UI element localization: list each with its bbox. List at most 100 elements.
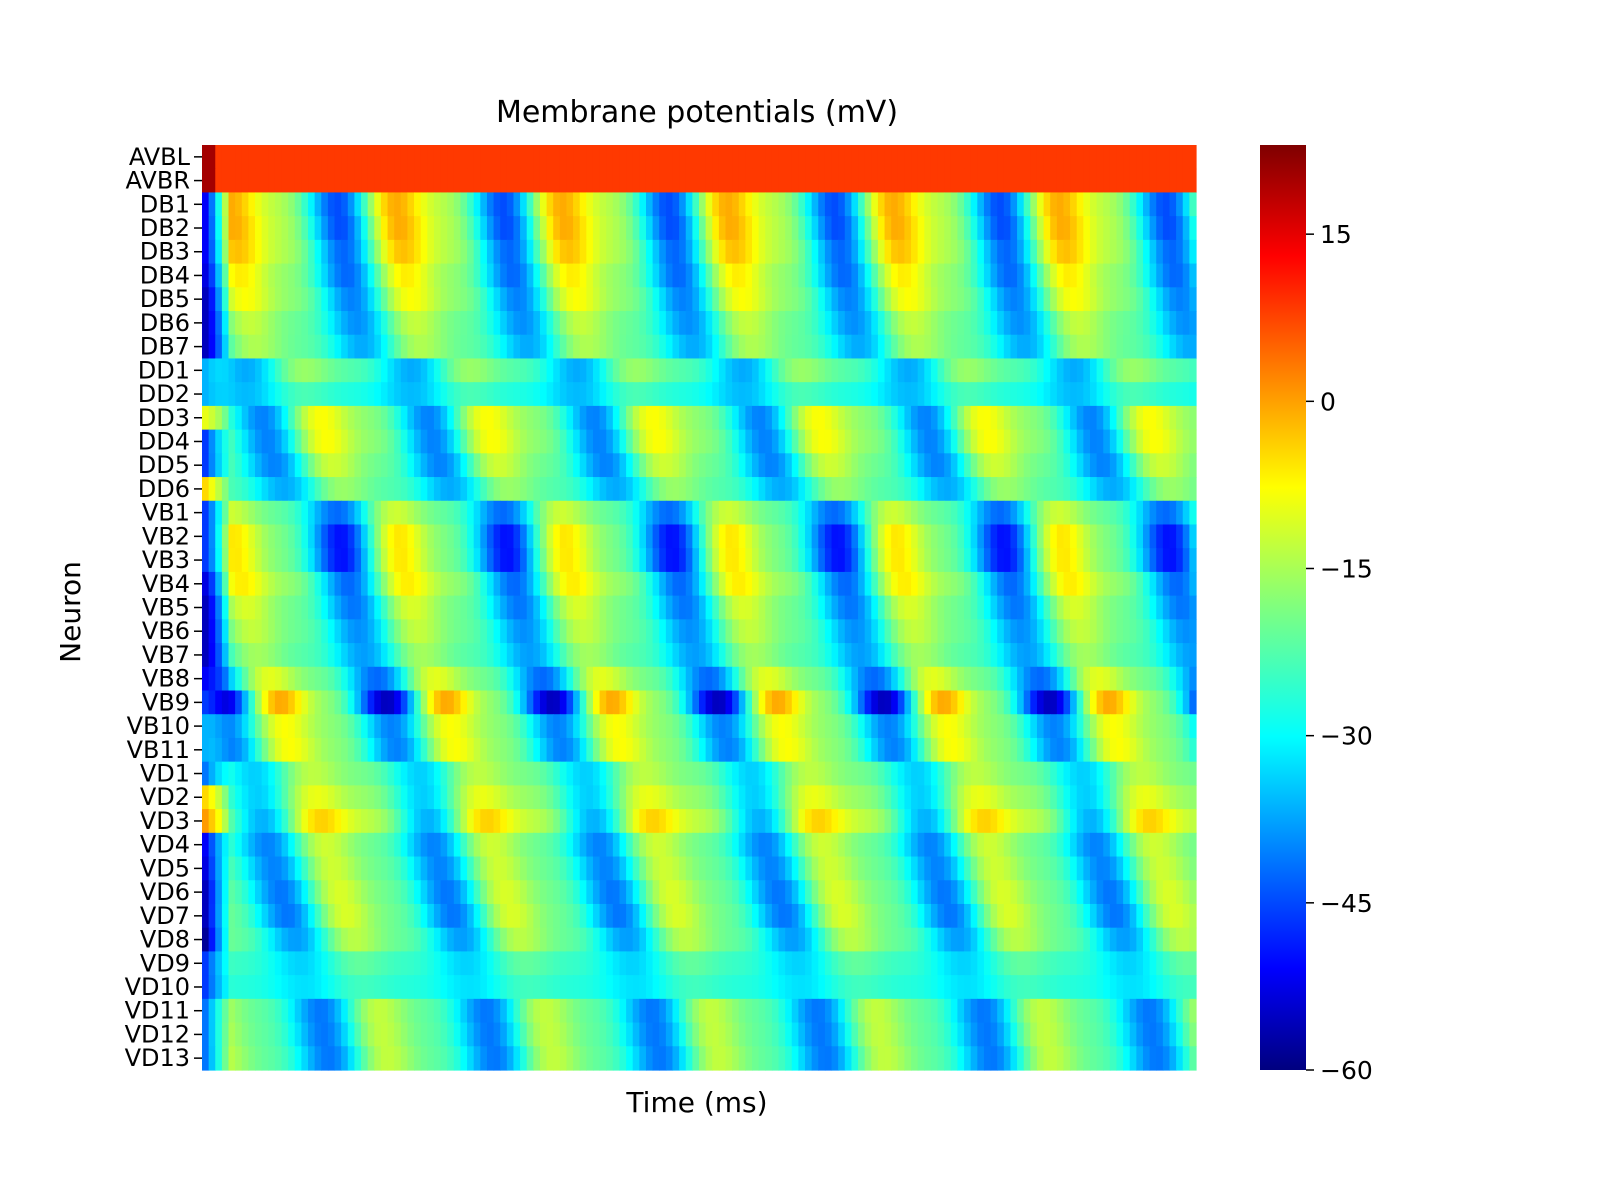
heatmap-cell [1116, 524, 1124, 549]
heatmap-cell [394, 311, 402, 336]
heatmap-cell [261, 571, 269, 597]
heatmap-cell [347, 903, 356, 929]
heatmap-cell [546, 287, 554, 312]
heatmap-cell [944, 643, 952, 668]
heatmap-cell [407, 287, 415, 312]
heatmap-cell [778, 334, 786, 360]
heatmap-cell [407, 714, 415, 739]
heatmap-cell [639, 880, 647, 905]
heatmap-cell [520, 856, 528, 881]
heatmap-cell [1017, 168, 1025, 194]
heatmap-cell [453, 666, 462, 692]
heatmap-cell [1169, 737, 1177, 763]
heatmap-cell [235, 500, 243, 526]
heatmap-cell [983, 785, 992, 810]
heatmap-cell [811, 761, 819, 786]
heatmap-cell [341, 287, 349, 312]
heatmap-cell [301, 500, 309, 526]
heatmap-cell [818, 216, 826, 241]
heatmap-cell [738, 809, 746, 834]
heatmap-cell [380, 880, 389, 905]
heatmap-cell [341, 785, 349, 810]
heatmap-cell [805, 595, 813, 620]
heatmap-cell [427, 239, 435, 265]
heatmap-cell [380, 453, 389, 478]
heatmap-cell [420, 429, 428, 454]
heatmap-cell [374, 311, 382, 336]
heatmap-cell [930, 666, 939, 692]
heatmap-cell [626, 737, 634, 763]
heatmap-cell [573, 785, 581, 810]
heatmap-cell [235, 358, 243, 383]
heatmap-cell [347, 477, 356, 502]
heatmap-cell [758, 714, 766, 739]
heatmap-cell [871, 714, 879, 739]
heatmap-cell [301, 239, 309, 265]
heatmap-cell [274, 524, 283, 549]
heatmap-cell [818, 453, 826, 478]
heatmap-cell [228, 382, 236, 407]
heatmap-cell [712, 405, 720, 431]
heatmap-cell [274, 666, 283, 692]
heatmap-cell [354, 287, 362, 312]
heatmap-cell [327, 785, 336, 810]
heatmap-cell [818, 880, 826, 905]
heatmap-cell [606, 145, 614, 170]
heatmap-cell [1050, 145, 1058, 170]
heatmap-cell [1136, 358, 1144, 383]
heatmap-cell [824, 737, 833, 763]
heatmap-cell [288, 145, 296, 170]
heatmap-cell [732, 239, 740, 265]
heatmap-cell [308, 477, 316, 502]
heatmap-cell [281, 619, 289, 644]
heatmap-cell [858, 145, 866, 170]
heatmap-cell [1162, 287, 1171, 312]
heatmap-cell [626, 880, 634, 905]
heatmap-cell [745, 666, 753, 692]
heatmap-cell [394, 500, 402, 526]
heatmap-cell [493, 382, 501, 407]
heatmap-cell [851, 809, 859, 834]
heatmap-cell [202, 571, 210, 597]
heatmap-cell [1176, 429, 1184, 454]
heatmap-cell [1142, 405, 1151, 431]
heatmap-cell [354, 192, 362, 217]
heatmap-cell [566, 453, 574, 478]
heatmap-cell [738, 500, 746, 526]
heatmap-cell [599, 216, 607, 241]
heatmap-cell [851, 287, 859, 312]
heatmap-cell [738, 595, 746, 620]
heatmap-cell [473, 477, 481, 502]
heatmap-cell [725, 761, 733, 786]
heatmap-cell [1096, 263, 1104, 288]
heatmap-cell [612, 405, 621, 431]
heatmap-cell [937, 216, 945, 241]
heatmap-cell [486, 666, 495, 692]
heatmap-cell [221, 453, 230, 478]
heatmap-cell [1103, 832, 1111, 858]
heatmap-cell [1169, 216, 1177, 241]
heatmap-cell [745, 737, 753, 763]
heatmap-cell [228, 239, 236, 265]
heatmap-cell [374, 785, 382, 810]
heatmap-cell [506, 192, 515, 217]
heatmap-cell [917, 263, 925, 288]
heatmap-cell [652, 453, 660, 478]
heatmap-cell [261, 927, 269, 953]
heatmap-cell [917, 571, 925, 597]
heatmap-cell [619, 382, 627, 407]
heatmap-cell [427, 477, 435, 502]
heatmap-cell [420, 287, 428, 312]
heatmap-cell [917, 714, 925, 739]
heatmap-cell [1162, 903, 1171, 929]
heatmap-cell [513, 595, 521, 620]
heatmap-cell [864, 880, 872, 905]
heatmap-cell [844, 287, 853, 312]
heatmap-cell [387, 524, 395, 549]
heatmap-cell [725, 216, 733, 241]
heatmap-cell [765, 382, 773, 407]
heatmap-cell [1182, 405, 1190, 431]
heatmap-cell [771, 477, 780, 502]
heatmap-cell [1156, 856, 1164, 881]
heatmap-cell [785, 880, 793, 905]
